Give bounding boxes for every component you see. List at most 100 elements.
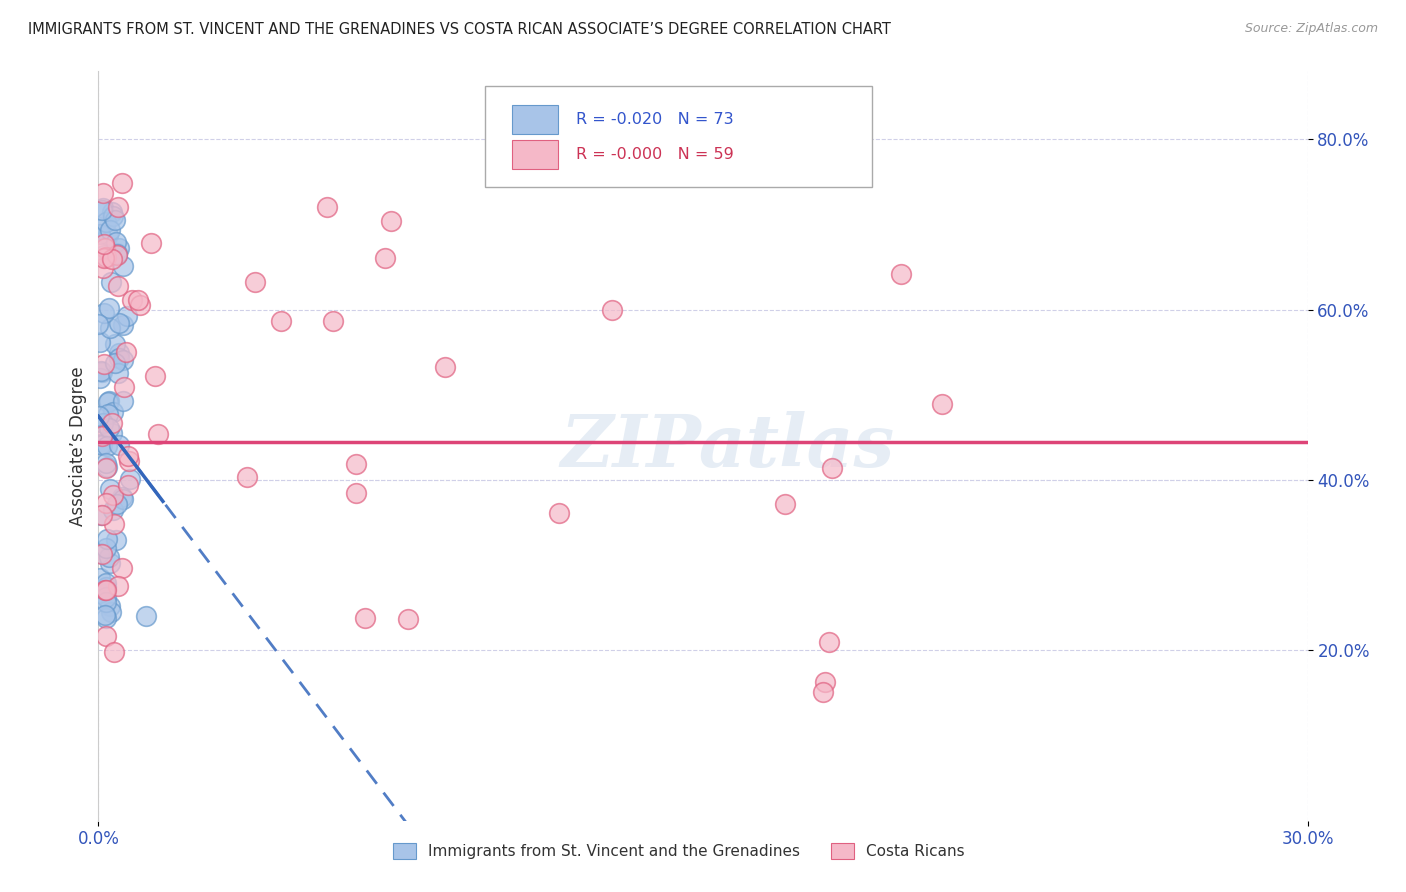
- Point: [91, 416, 114, 430]
- Point: [931, 397, 953, 411]
- Point: [121, 293, 143, 307]
- Point: [93, 247, 115, 261]
- Point: [107, 200, 129, 214]
- Point: [110, 176, 132, 190]
- Point: [105, 496, 128, 510]
- Point: [91, 201, 114, 215]
- Point: [93, 252, 115, 266]
- Point: [94, 460, 117, 475]
- Point: [100, 482, 122, 496]
- Point: [97, 227, 120, 242]
- Point: [98, 556, 121, 570]
- Point: [111, 318, 134, 333]
- Point: [890, 268, 912, 282]
- Point: [548, 507, 571, 521]
- Point: [101, 425, 124, 440]
- Point: [96, 250, 118, 264]
- Text: R = -0.020   N = 73: R = -0.020 N = 73: [576, 112, 734, 127]
- Point: [115, 309, 138, 323]
- Point: [103, 645, 125, 659]
- Point: [94, 629, 117, 643]
- Point: [96, 439, 118, 453]
- Point: [143, 369, 166, 384]
- Point: [104, 235, 127, 249]
- Point: [110, 490, 132, 504]
- Text: ZIPatlas: ZIPatlas: [560, 410, 894, 482]
- Point: [120, 472, 142, 486]
- Point: [101, 488, 124, 502]
- Point: [270, 314, 292, 328]
- Point: [87, 317, 110, 331]
- Point: [96, 532, 118, 546]
- Point: [100, 605, 122, 619]
- Point: [96, 215, 118, 229]
- Point: [90, 437, 112, 451]
- Point: [104, 533, 127, 547]
- Point: [97, 395, 120, 409]
- Point: [107, 366, 129, 380]
- Point: [107, 345, 129, 359]
- Point: [90, 508, 112, 523]
- Point: [111, 352, 134, 367]
- Point: [97, 407, 120, 421]
- Point: [93, 582, 115, 597]
- Point: [322, 314, 344, 328]
- Point: [90, 203, 112, 218]
- Point: [108, 316, 131, 330]
- Point: [353, 611, 375, 625]
- Point: [91, 438, 114, 452]
- Point: [600, 302, 623, 317]
- Point: [108, 351, 131, 365]
- Point: [96, 459, 118, 474]
- Point: [112, 380, 135, 394]
- Point: [129, 298, 152, 312]
- Point: [98, 393, 121, 408]
- Point: [107, 241, 129, 255]
- Point: [101, 205, 124, 219]
- Point: [89, 222, 111, 236]
- Point: [821, 461, 844, 475]
- FancyBboxPatch shape: [512, 140, 558, 169]
- Point: [96, 496, 118, 510]
- Point: [117, 449, 139, 463]
- Point: [374, 251, 396, 265]
- Point: [96, 611, 118, 625]
- Point: [91, 260, 114, 275]
- Point: [90, 364, 112, 378]
- Point: [380, 214, 402, 228]
- Point: [135, 608, 157, 623]
- Point: [87, 409, 110, 424]
- Point: [89, 571, 111, 585]
- Point: [433, 360, 456, 375]
- Point: [94, 575, 117, 590]
- Point: [243, 276, 266, 290]
- Point: [91, 508, 114, 522]
- Text: IMMIGRANTS FROM ST. VINCENT AND THE GRENADINES VS COSTA RICAN ASSOCIATE’S DEGREE: IMMIGRANTS FROM ST. VINCENT AND THE GREN…: [28, 22, 891, 37]
- Text: Source: ZipAtlas.com: Source: ZipAtlas.com: [1244, 22, 1378, 36]
- Point: [98, 599, 121, 614]
- Point: [94, 580, 117, 594]
- Point: [148, 426, 170, 441]
- Point: [105, 247, 128, 261]
- Point: [98, 321, 121, 335]
- Point: [344, 458, 367, 472]
- Point: [111, 393, 134, 408]
- Point: [98, 549, 121, 564]
- Point: [103, 213, 125, 227]
- Point: [93, 237, 115, 252]
- Point: [105, 248, 128, 262]
- Y-axis label: Associate’s Degree: Associate’s Degree: [69, 367, 87, 525]
- Point: [818, 635, 841, 649]
- Point: [94, 608, 117, 623]
- Point: [141, 235, 163, 250]
- Point: [315, 200, 337, 214]
- Point: [101, 209, 124, 223]
- Point: [112, 259, 135, 273]
- Point: [94, 241, 117, 255]
- Point: [105, 245, 128, 260]
- Point: [111, 491, 134, 506]
- Point: [100, 252, 122, 266]
- Point: [98, 420, 121, 434]
- Point: [111, 561, 134, 575]
- Point: [98, 223, 121, 237]
